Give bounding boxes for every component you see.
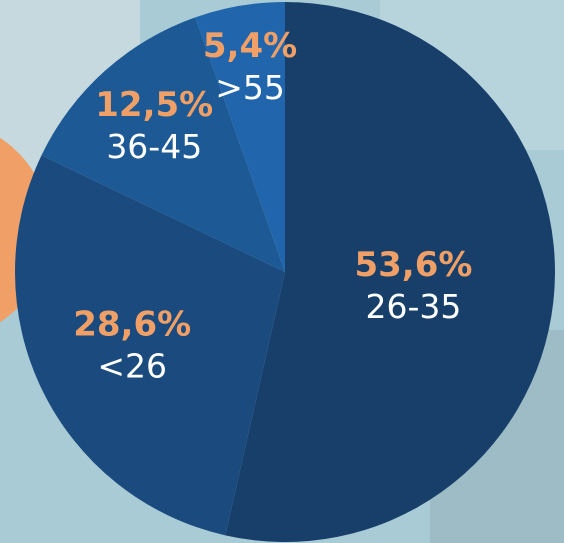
category-label: <26 <box>97 346 167 385</box>
pie-slice <box>225 2 556 543</box>
category-label: >55 <box>215 68 285 107</box>
data-label: 28,6% <box>73 304 191 344</box>
category-label: 26-35 <box>366 287 462 326</box>
pie-slice <box>195 2 285 272</box>
data-label: 5,4% <box>203 26 297 66</box>
pie-slice <box>41 17 285 273</box>
pie-slice <box>15 155 286 536</box>
data-label: 53,6% <box>354 245 472 285</box>
category-label: 36-45 <box>106 127 202 166</box>
data-label: 12,5% <box>95 85 213 125</box>
